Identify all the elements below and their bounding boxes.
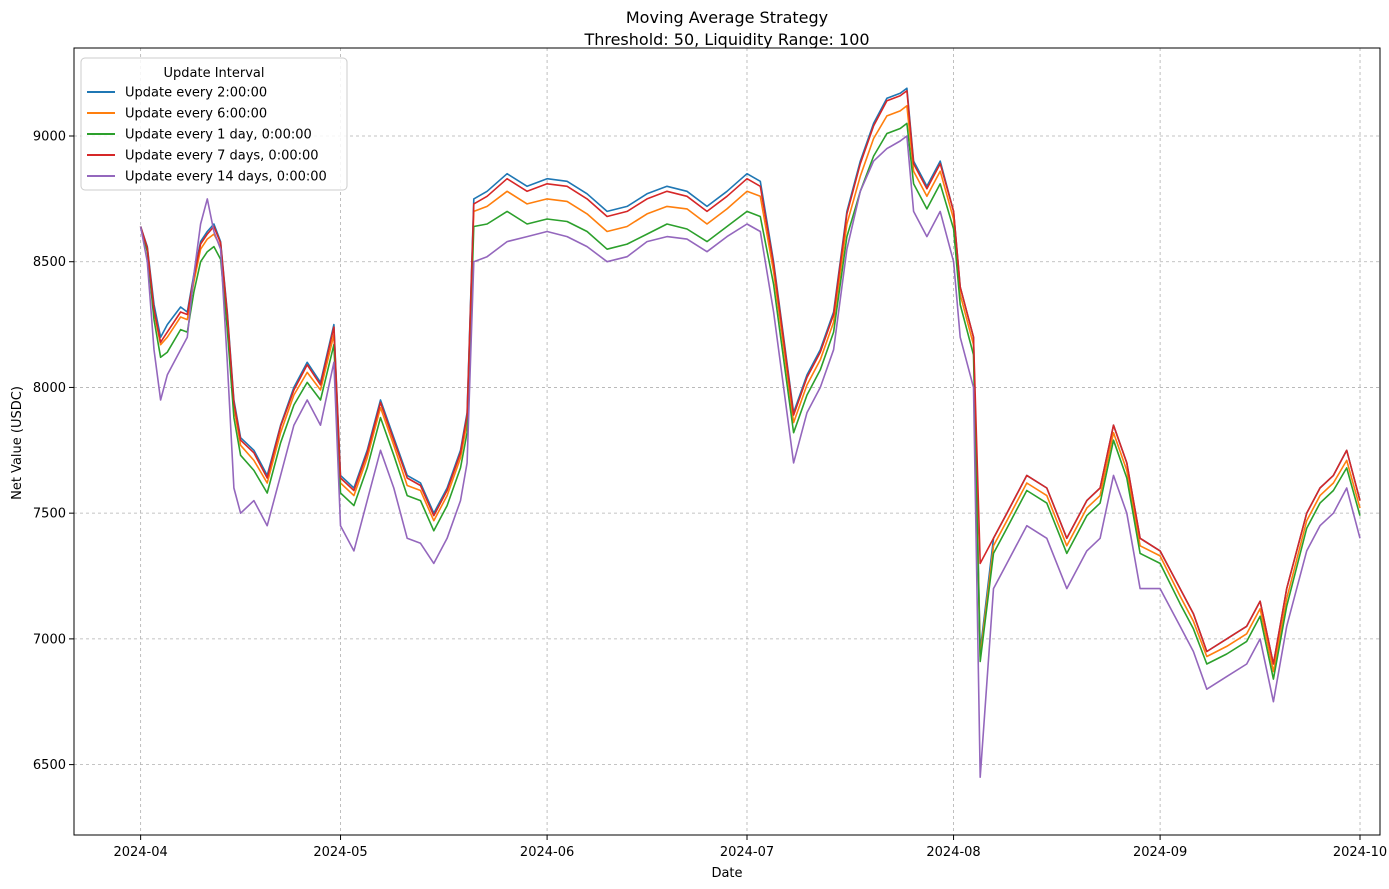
grid	[74, 48, 1380, 835]
y-tick-label: 7000	[33, 632, 66, 647]
legend-box	[80, 57, 348, 191]
series-group	[139, 87, 1361, 779]
plot-frame	[73, 47, 1381, 836]
legend-label-4: Update every 7 days, 0:00:00	[125, 149, 319, 164]
axes: 2024-04 2024-05 2024-06 2024-07 2024-08 2024-…	[33, 47, 1387, 860]
x-tick-label: 2024-05	[313, 845, 367, 860]
legend-label-5: Update every 14 days, 0:00:00	[125, 170, 327, 185]
series-line-2	[139, 105, 1361, 673]
series-line-3	[139, 122, 1361, 680]
x-tick-label: 2024-07	[720, 845, 774, 860]
y-tick-label: 8000	[33, 381, 66, 396]
y-tick-label: 8500	[33, 255, 66, 270]
y-axis-label: Net Value (USDC)	[10, 386, 25, 500]
chart-subtitle: Threshold: 50, Liquidity Range: 100	[583, 30, 869, 49]
legend-label-3: Update every 1 day, 0:00:00	[125, 128, 312, 143]
series-line-5	[139, 135, 1361, 779]
legend-label-1: Update every 2:00:00	[125, 86, 267, 101]
x-tick-label: 2024-10	[1333, 845, 1387, 860]
y-tick-label: 9000	[33, 130, 66, 145]
y-tick-label: 7500	[33, 507, 66, 522]
series-line-4	[139, 89, 1361, 665]
y-tick-label: 6500	[33, 758, 66, 773]
x-axis-label: Date	[711, 866, 742, 881]
x-tick-label: 2024-09	[1133, 845, 1187, 860]
legend-label-2: Update every 6:00:00	[125, 107, 267, 122]
x-tick-label: 2024-08	[926, 845, 980, 860]
legend-items: Update every 2:00:00 Update every 6:00:00…	[87, 86, 327, 185]
legend: Update Interval Update every 2:00:00Upda…	[80, 57, 348, 191]
chart-title: Moving Average Strategy	[626, 8, 828, 27]
x-tick-label: 2024-04	[113, 845, 167, 860]
x-tick-label: 2024-06	[520, 845, 574, 860]
legend-title: Update Interval	[164, 66, 265, 81]
